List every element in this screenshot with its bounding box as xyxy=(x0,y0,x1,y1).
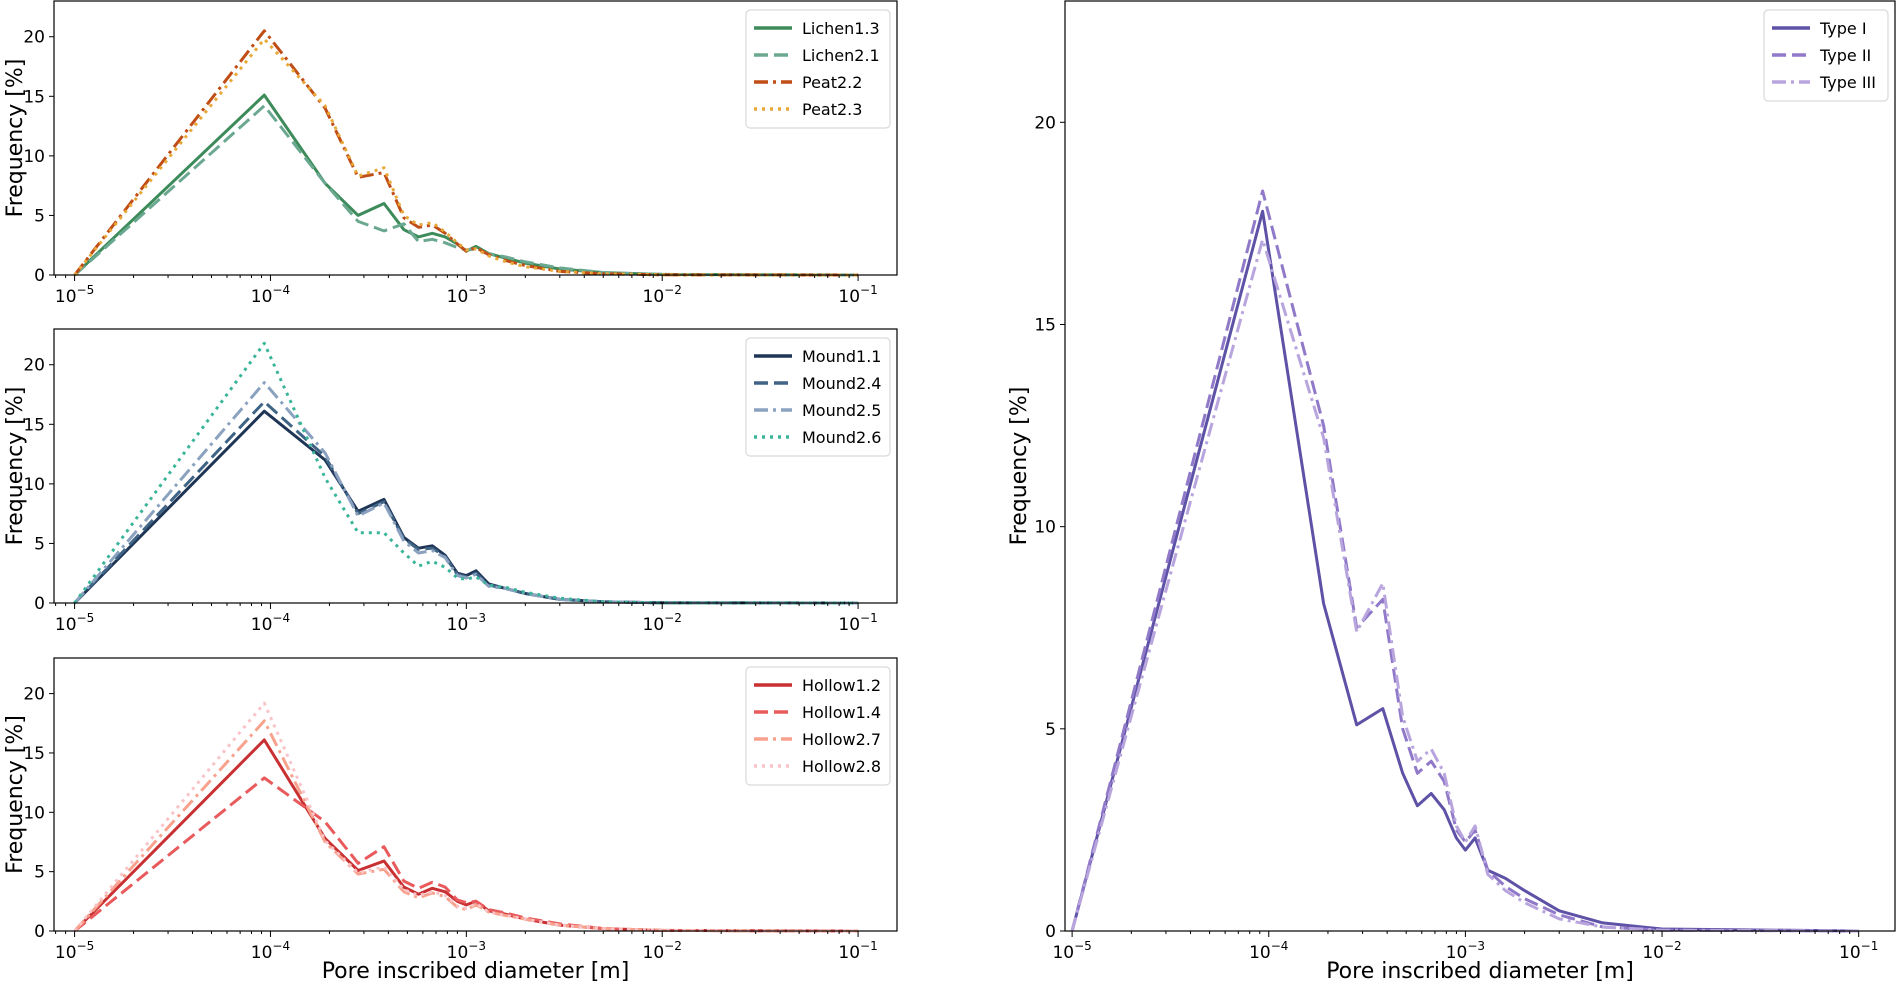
x-tick-label: 10−4 xyxy=(251,939,290,963)
y-tick-label: 20 xyxy=(1034,113,1056,133)
legend-label: Hollow1.2 xyxy=(802,676,881,695)
legend-label: Peat2.3 xyxy=(802,100,862,119)
legend-box xyxy=(745,337,891,457)
y-tick-label: 10 xyxy=(23,475,45,495)
x-axis-label: Pore inscribed diameter [m] xyxy=(1326,959,1634,984)
legend-label: Hollow1.4 xyxy=(802,703,881,722)
series-line-Peat2.2 xyxy=(73,29,859,277)
legend-label: Type III xyxy=(1819,73,1876,92)
x-tick-label: 10−1 xyxy=(838,283,877,307)
y-tick-label: 10 xyxy=(23,803,45,823)
y-axis-label: Frequency [%] xyxy=(3,715,28,874)
y-tick-label: 5 xyxy=(34,863,45,883)
legend: Lichen1.3 Lichen2.1 Peat2.2 Peat2.3 xyxy=(745,9,891,129)
legend-label: Type II xyxy=(1819,46,1871,65)
x-tick-label: 10−3 xyxy=(447,939,486,963)
y-tick-label: 0 xyxy=(34,594,45,614)
legend-label: Lichen1.3 xyxy=(802,19,880,38)
x-tick-label: 10−2 xyxy=(643,283,682,307)
x-tick-label: 10−5 xyxy=(55,611,94,635)
x-tick-label: 10−5 xyxy=(55,283,94,307)
panel-2: 0 5 10 15 20 10−5 10−4 10−3 10−2 10−1 Frequency [%… xyxy=(3,328,898,635)
legend: Hollow1.2 Hollow1.4 Hollow2.7 Hollow2.8 xyxy=(745,666,891,786)
x-tick-label: 10−1 xyxy=(838,939,877,963)
y-tick-label: 10 xyxy=(1034,518,1056,538)
y-tick-label: 15 xyxy=(23,87,45,107)
y-tick-label: 15 xyxy=(23,415,45,435)
axes-frame xyxy=(53,0,898,276)
axes-frame xyxy=(53,328,898,604)
x-tick-label: 10−3 xyxy=(1446,939,1485,963)
y-axis-label: Frequency [%] xyxy=(3,387,28,546)
legend-label: Mound2.4 xyxy=(802,374,881,393)
x-tick-label: 10−4 xyxy=(251,611,290,635)
x-tick-label: 10−3 xyxy=(447,611,486,635)
legend-box xyxy=(1763,9,1889,102)
y-tick-label: 5 xyxy=(1045,720,1056,740)
series-line-Mound2.6 xyxy=(73,341,859,605)
axes-frame xyxy=(1064,0,1896,932)
series-line-Hollow2.8 xyxy=(73,701,859,933)
legend-label: Peat2.2 xyxy=(802,73,862,92)
x-axis-label: Pore inscribed diameter [m] xyxy=(322,959,630,984)
panel-1: 0 5 10 15 20 10−5 10−4 10−3 10−2 10−1 Frequency [%… xyxy=(3,0,898,307)
x-tick-label: 10−2 xyxy=(643,611,682,635)
x-tick-label: 10−5 xyxy=(55,939,94,963)
legend-label: Mound2.6 xyxy=(802,428,881,447)
x-tick-label: 10−5 xyxy=(1052,939,1091,963)
x-tick-label: 10−4 xyxy=(1249,939,1288,963)
legend-box xyxy=(745,666,891,786)
legend: Type I Type II Type III xyxy=(1763,9,1889,102)
series-line-Lichen2.1 xyxy=(73,104,859,277)
series-line-Mound2.5 xyxy=(73,381,859,605)
y-tick-label: 10 xyxy=(23,147,45,167)
legend-label: Mound1.1 xyxy=(802,347,881,366)
y-tick-label: 15 xyxy=(1034,315,1056,335)
x-tick-label: 10−1 xyxy=(838,611,877,635)
legend-box xyxy=(745,9,891,129)
x-tick-label: 10−2 xyxy=(1642,939,1681,963)
legend-label: Mound2.5 xyxy=(802,401,881,420)
series-line-Peat2.3 xyxy=(73,37,859,277)
y-tick-label: 5 xyxy=(34,534,45,554)
series-line-Type-II xyxy=(1070,189,1859,933)
panel-3: 0 5 10 15 20 10−5 10−4 10−3 10−2 10−1 Frequency [%… xyxy=(3,657,898,984)
x-tick-label: 10−3 xyxy=(447,283,486,307)
y-axis-label: Frequency [%] xyxy=(1007,387,1032,546)
series-line-Type-III xyxy=(1070,238,1859,933)
x-tick-label: 10−4 xyxy=(251,283,290,307)
axes-frame xyxy=(53,657,898,932)
y-tick-label: 0 xyxy=(34,922,45,942)
series-line-Type-I xyxy=(1070,209,1859,933)
x-tick-label: 10−2 xyxy=(643,939,682,963)
legend: Mound1.1 Mound2.4 Mound2.5 Mound2.6 xyxy=(745,337,891,457)
legend-label: Hollow2.7 xyxy=(802,730,881,749)
y-tick-label: 20 xyxy=(23,28,45,48)
legend-label: Type I xyxy=(1819,19,1867,38)
legend-label: Hollow2.8 xyxy=(802,757,881,776)
y-tick-label: 20 xyxy=(23,356,45,376)
panel-4: 0 5 10 15 20 10−5 10−4 10−3 10−2 10−1 Frequency [%… xyxy=(1007,0,1896,984)
legend-label: Lichen2.1 xyxy=(802,46,880,65)
y-tick-label: 0 xyxy=(34,266,45,286)
series-line-Hollow2.7 xyxy=(73,719,859,933)
y-tick-label: 0 xyxy=(1045,922,1056,942)
x-tick-label: 10−1 xyxy=(1839,939,1878,963)
y-tick-label: 15 xyxy=(23,744,45,764)
y-axis-label: Frequency [%] xyxy=(3,59,28,218)
series-line-Mound2.4 xyxy=(73,400,859,605)
y-tick-label: 5 xyxy=(34,206,45,226)
y-tick-label: 20 xyxy=(23,685,45,705)
